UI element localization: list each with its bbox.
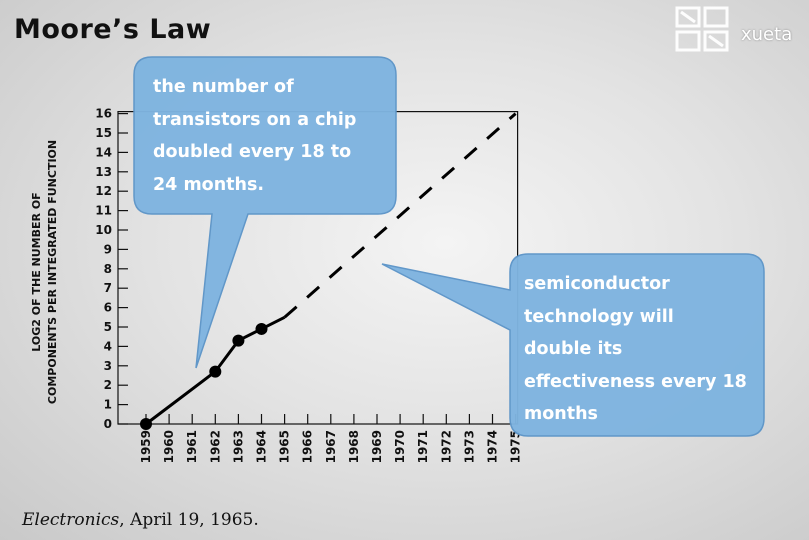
x-tick-label: 1972 xyxy=(439,430,453,463)
y-tick-label: 9 xyxy=(104,242,112,256)
x-tick-label: 1975 xyxy=(509,430,523,463)
x-tick-label: 1974 xyxy=(486,430,500,463)
y-tick-label: 2 xyxy=(104,378,112,392)
x-axis-ticks: 1959 1960 1961 1962 1963 1964 1965 1966 1967 1968… xyxy=(139,414,523,463)
y-tick-label: 5 xyxy=(104,320,112,334)
x-tick-label: 1971 xyxy=(416,430,430,463)
callout-left xyxy=(133,56,397,369)
y-tick-label: 3 xyxy=(104,359,112,373)
y-tick-label: 11 xyxy=(95,204,112,218)
x-tick-label: 1973 xyxy=(462,430,476,463)
x-tick-label: 1970 xyxy=(393,430,407,463)
data-point-marker xyxy=(140,418,152,430)
x-tick-label: 1962 xyxy=(208,430,222,463)
data-point-marker xyxy=(232,334,245,347)
y-tick-label: 13 xyxy=(95,165,112,179)
y-tick-label: 15 xyxy=(95,126,112,140)
source-publication: Electronics xyxy=(22,510,120,530)
y-axis-label-line1: LOG2 OF THE NUMBER OF xyxy=(30,192,43,351)
x-tick-label: 1965 xyxy=(278,430,292,463)
y-tick-label: 4 xyxy=(104,339,112,353)
y-tick-label: 1 xyxy=(104,398,112,412)
x-tick-label: 1967 xyxy=(324,430,338,463)
x-tick-label: 1969 xyxy=(370,430,384,463)
source-date: , April 19, 1965. xyxy=(119,510,259,530)
y-axis-label: LOG2 OF THE NUMBER OF COMPONENTS PER INT… xyxy=(30,140,59,404)
slide-title: Moore’s Law xyxy=(14,14,212,45)
y-tick-label: 14 xyxy=(95,145,112,159)
source-citation: Electronics, April 19, 1965. xyxy=(22,510,259,530)
x-tick-label: 1963 xyxy=(231,430,245,463)
callout-right-text: semiconductor technology will double its… xyxy=(524,274,747,424)
callout-right-bubble xyxy=(381,253,765,437)
xuetang-logo: xueta xyxy=(669,0,809,60)
y-tick-label: 12 xyxy=(95,184,112,198)
y-axis-label-line2: COMPONENTS PER INTEGRATED FUNCTION xyxy=(46,140,59,404)
y-tick-label: 10 xyxy=(95,223,112,237)
y-tick-label: 8 xyxy=(104,262,112,276)
x-tick-label: 1964 xyxy=(255,430,269,463)
logo-mark-icon xyxy=(675,6,729,52)
callout-left-bubble xyxy=(133,56,397,369)
x-tick-label: 1961 xyxy=(185,430,199,463)
y-tick-label: 6 xyxy=(104,301,112,315)
series-layer xyxy=(140,112,517,430)
data-point-marker xyxy=(209,365,222,378)
logo-text: xueta xyxy=(741,24,793,45)
data-point-marker xyxy=(255,322,268,335)
callout-right xyxy=(381,253,765,437)
y-tick-label: 0 xyxy=(104,417,112,431)
x-tick-label: 1960 xyxy=(162,430,176,463)
x-tick-label: 1968 xyxy=(347,430,361,463)
y-tick-label: 16 xyxy=(95,107,112,121)
x-tick-label: 1966 xyxy=(301,430,315,463)
projection-dashed-line xyxy=(283,112,517,319)
y-tick-label: 7 xyxy=(104,281,112,295)
x-tick-label: 1959 xyxy=(139,430,153,463)
callout-left-text: the number of transistors on a chip doub… xyxy=(153,77,357,195)
